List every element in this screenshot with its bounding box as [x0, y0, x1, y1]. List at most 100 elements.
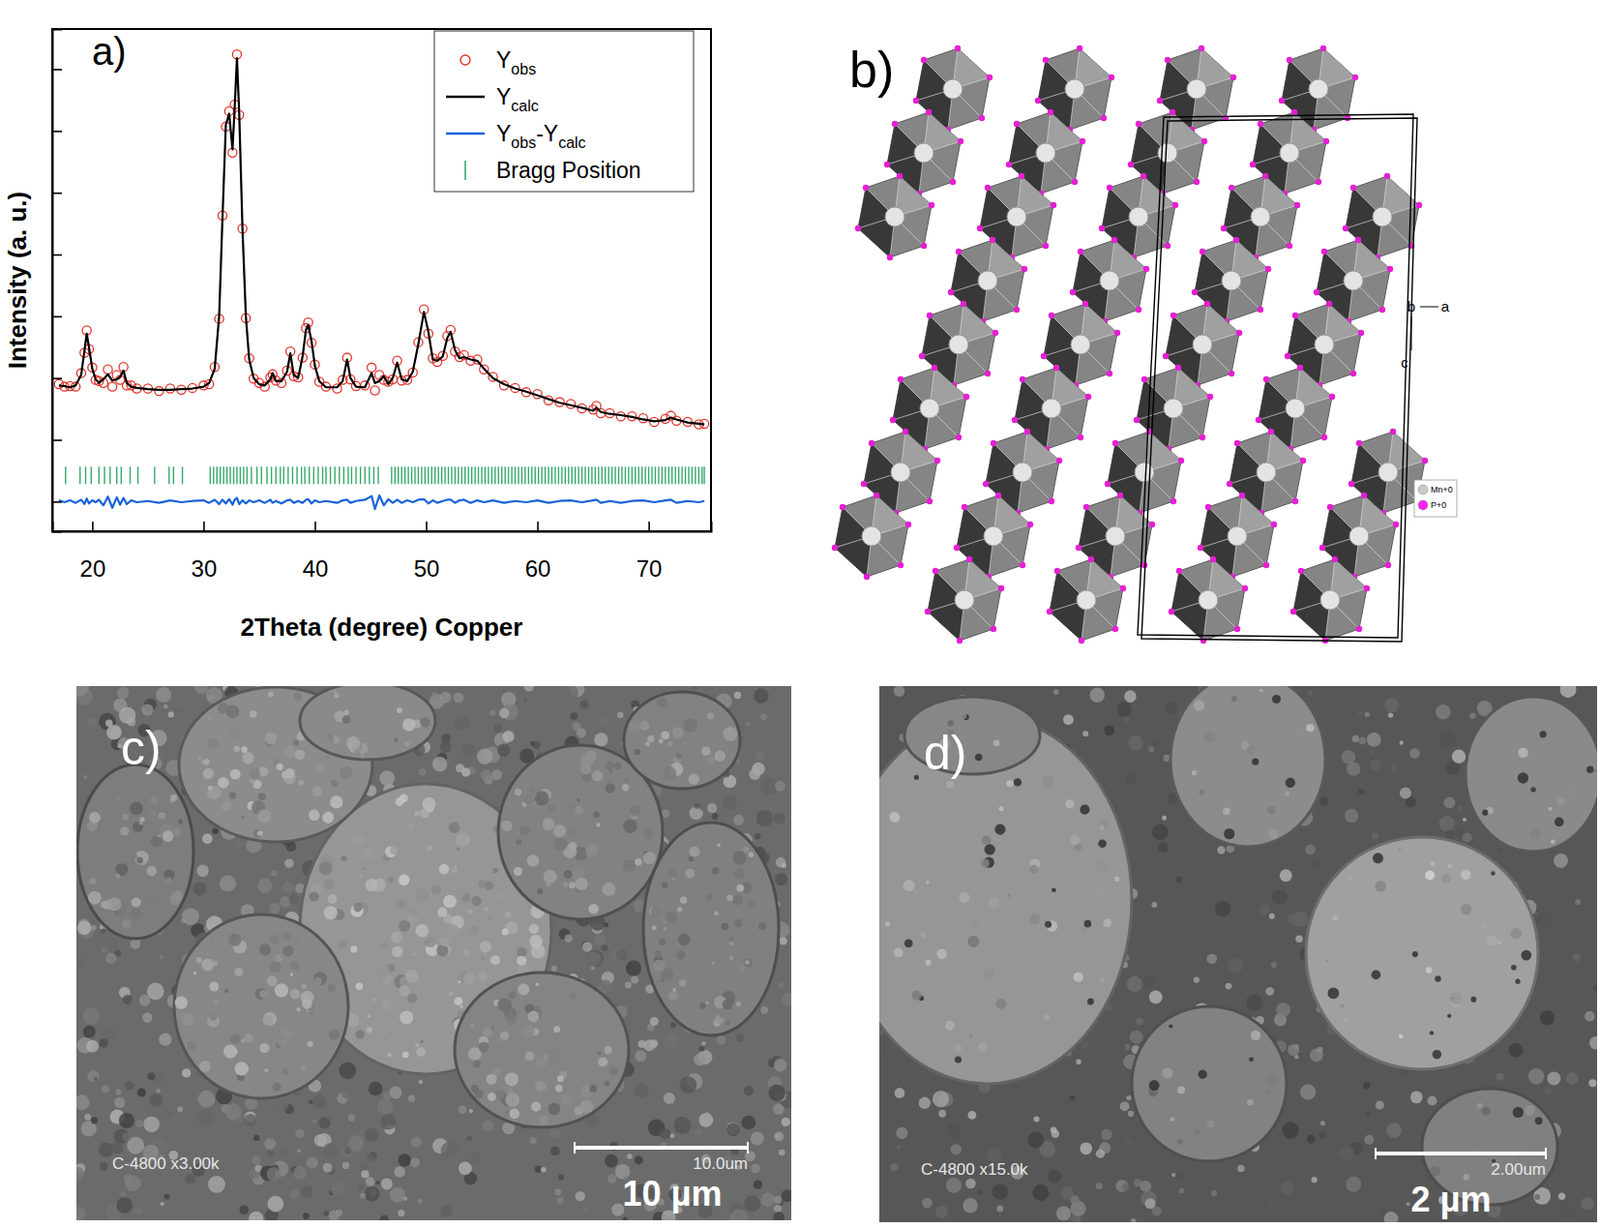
atom-legend-label: P+0: [1430, 500, 1447, 510]
sem-grain: [365, 1176, 376, 1186]
sem-grain: [87, 1069, 99, 1082]
sem-grain: [160, 1201, 165, 1206]
sem-grain: [359, 874, 363, 878]
bragg-tick: [567, 466, 569, 484]
sem-grain: [760, 712, 768, 720]
sem-grain: [348, 1113, 356, 1121]
p-atom: [1300, 457, 1306, 464]
sem-grain: [181, 907, 200, 925]
p-atom: [1018, 173, 1025, 179]
sem-grain: [375, 1180, 381, 1186]
atom-legend-marker: [1418, 500, 1428, 510]
sem-grain: [76, 685, 89, 696]
p-atom: [1176, 567, 1183, 574]
p-atom: [1358, 329, 1364, 336]
bragg-tick: [471, 466, 473, 484]
bragg-tick: [338, 466, 340, 484]
sem-grain: [93, 1076, 98, 1081]
p-atom: [1416, 202, 1423, 208]
bragg-tick: [461, 466, 463, 484]
bragg-tick: [531, 466, 533, 484]
sem-grain: [634, 1082, 650, 1097]
octahedron: [855, 173, 935, 261]
sem-grain: [694, 1127, 702, 1135]
p-atom: [1048, 498, 1055, 504]
data-point: [108, 382, 118, 391]
sem-grain: [711, 812, 719, 820]
sem-grain: [579, 699, 589, 709]
panel-b: b)bacMn+0P+0: [831, 41, 1457, 644]
p-atom: [1326, 300, 1333, 307]
mn-atom: [1163, 398, 1184, 418]
legend: YobsYcalcYobs-YcalcBragg Position: [434, 30, 694, 192]
sem-grain: [659, 1127, 671, 1139]
p-atom: [1379, 306, 1386, 313]
sem-grain: [734, 691, 742, 700]
p-atom: [918, 353, 925, 359]
sem-grain: [773, 1058, 788, 1072]
mn-atom: [1343, 270, 1363, 291]
mn-atom: [885, 207, 905, 227]
sem-background: [76, 685, 792, 1220]
sem-grain: [353, 902, 362, 912]
bragg-tick: [394, 466, 396, 484]
bragg-tick: [648, 466, 650, 484]
bragg-tick: [687, 466, 689, 484]
sem-grain: [489, 709, 496, 715]
p-atom: [1234, 440, 1241, 446]
bragg-tick: [287, 466, 289, 484]
sem-grain: [366, 1153, 375, 1161]
x-tick-mark: [203, 521, 206, 532]
p-atom: [862, 184, 869, 191]
bragg-tick: [317, 466, 319, 484]
sem-grain: [312, 1118, 317, 1123]
p-atom: [926, 312, 933, 319]
legend-box: [434, 30, 694, 192]
sem-grain: [302, 1212, 310, 1219]
mn-atom: [1192, 334, 1213, 355]
sem-grain: [270, 869, 277, 876]
octahedron-body: [1171, 559, 1245, 641]
sem-grain: [296, 1148, 301, 1153]
sem-grain: [198, 1090, 216, 1108]
sem-grain: [555, 1187, 563, 1195]
bragg-tick: [634, 466, 636, 484]
bragg-tick: [212, 466, 214, 484]
bragg-tick: [480, 466, 482, 484]
p-atom: [1168, 608, 1175, 615]
bragg-tick: [678, 466, 680, 484]
sem-grain: [143, 1116, 160, 1133]
bragg-tick: [674, 466, 676, 484]
y-tick-mark: [52, 316, 62, 319]
sem-grain: [516, 947, 528, 958]
sem-grain: [513, 962, 518, 967]
bragg-tick: [564, 466, 566, 484]
sem-grain: [670, 1132, 676, 1138]
bragg-tick: [359, 466, 361, 484]
panel-c: c)C-4800 x3.00k10.0um10 µm: [71, 678, 798, 1226]
sem-grain: [781, 862, 787, 868]
sem-grain: [330, 1181, 346, 1196]
mn-atom: [948, 334, 969, 355]
bragg-tick: [450, 466, 452, 484]
sem-grain: [341, 1088, 352, 1098]
sem-grain: [781, 1117, 791, 1126]
p-atom: [1127, 161, 1134, 168]
sem-grain: [701, 1040, 706, 1045]
p-atom: [1075, 544, 1082, 551]
p-atom: [1205, 503, 1212, 510]
legend-label: Bragg Position: [496, 157, 642, 183]
sem-grain: [756, 809, 773, 827]
p-atom: [953, 544, 960, 551]
sem-grain: [421, 874, 428, 881]
p-atom: [1069, 289, 1076, 296]
p-atom: [1011, 416, 1018, 423]
sem-grain: [118, 1112, 135, 1128]
sem-grain: [736, 1033, 744, 1041]
legend-label: Yobs-Ycalc: [496, 120, 587, 151]
bragg-series: [65, 466, 705, 484]
p-atom: [931, 364, 938, 371]
bragg-tick: [256, 466, 258, 484]
bragg-tick: [597, 466, 599, 484]
sem-grain: [163, 704, 169, 710]
